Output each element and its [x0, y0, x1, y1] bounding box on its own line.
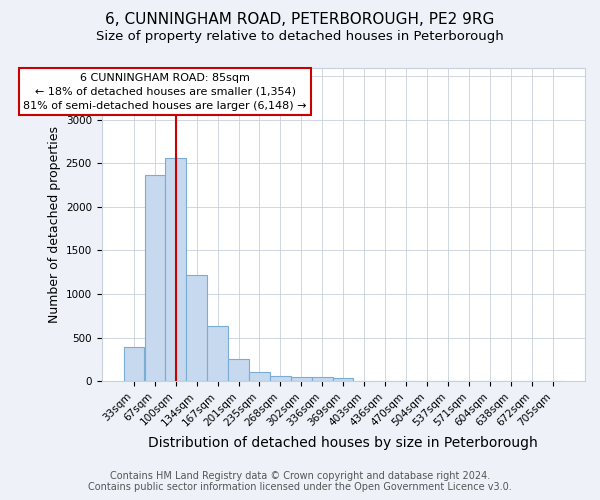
- Bar: [333, 378, 353, 381]
- Bar: [250, 372, 269, 381]
- Y-axis label: Number of detached properties: Number of detached properties: [49, 126, 61, 323]
- Bar: [312, 377, 332, 381]
- Bar: [166, 158, 186, 381]
- Text: 6, CUNNINGHAM ROAD, PETERBOROUGH, PE2 9RG: 6, CUNNINGHAM ROAD, PETERBOROUGH, PE2 9R…: [106, 12, 494, 28]
- Bar: [145, 174, 165, 381]
- X-axis label: Distribution of detached houses by size in Peterborough: Distribution of detached houses by size …: [148, 436, 538, 450]
- Text: 6 CUNNINGHAM ROAD: 85sqm
← 18% of detached houses are smaller (1,354)
81% of sem: 6 CUNNINGHAM ROAD: 85sqm ← 18% of detach…: [23, 73, 307, 111]
- Bar: [229, 360, 248, 381]
- Bar: [208, 326, 228, 381]
- Bar: [291, 376, 311, 381]
- Text: Contains HM Land Registry data © Crown copyright and database right 2024.
Contai: Contains HM Land Registry data © Crown c…: [88, 471, 512, 492]
- Bar: [270, 376, 290, 381]
- Text: Size of property relative to detached houses in Peterborough: Size of property relative to detached ho…: [96, 30, 504, 43]
- Bar: [187, 275, 207, 381]
- Bar: [124, 347, 144, 381]
